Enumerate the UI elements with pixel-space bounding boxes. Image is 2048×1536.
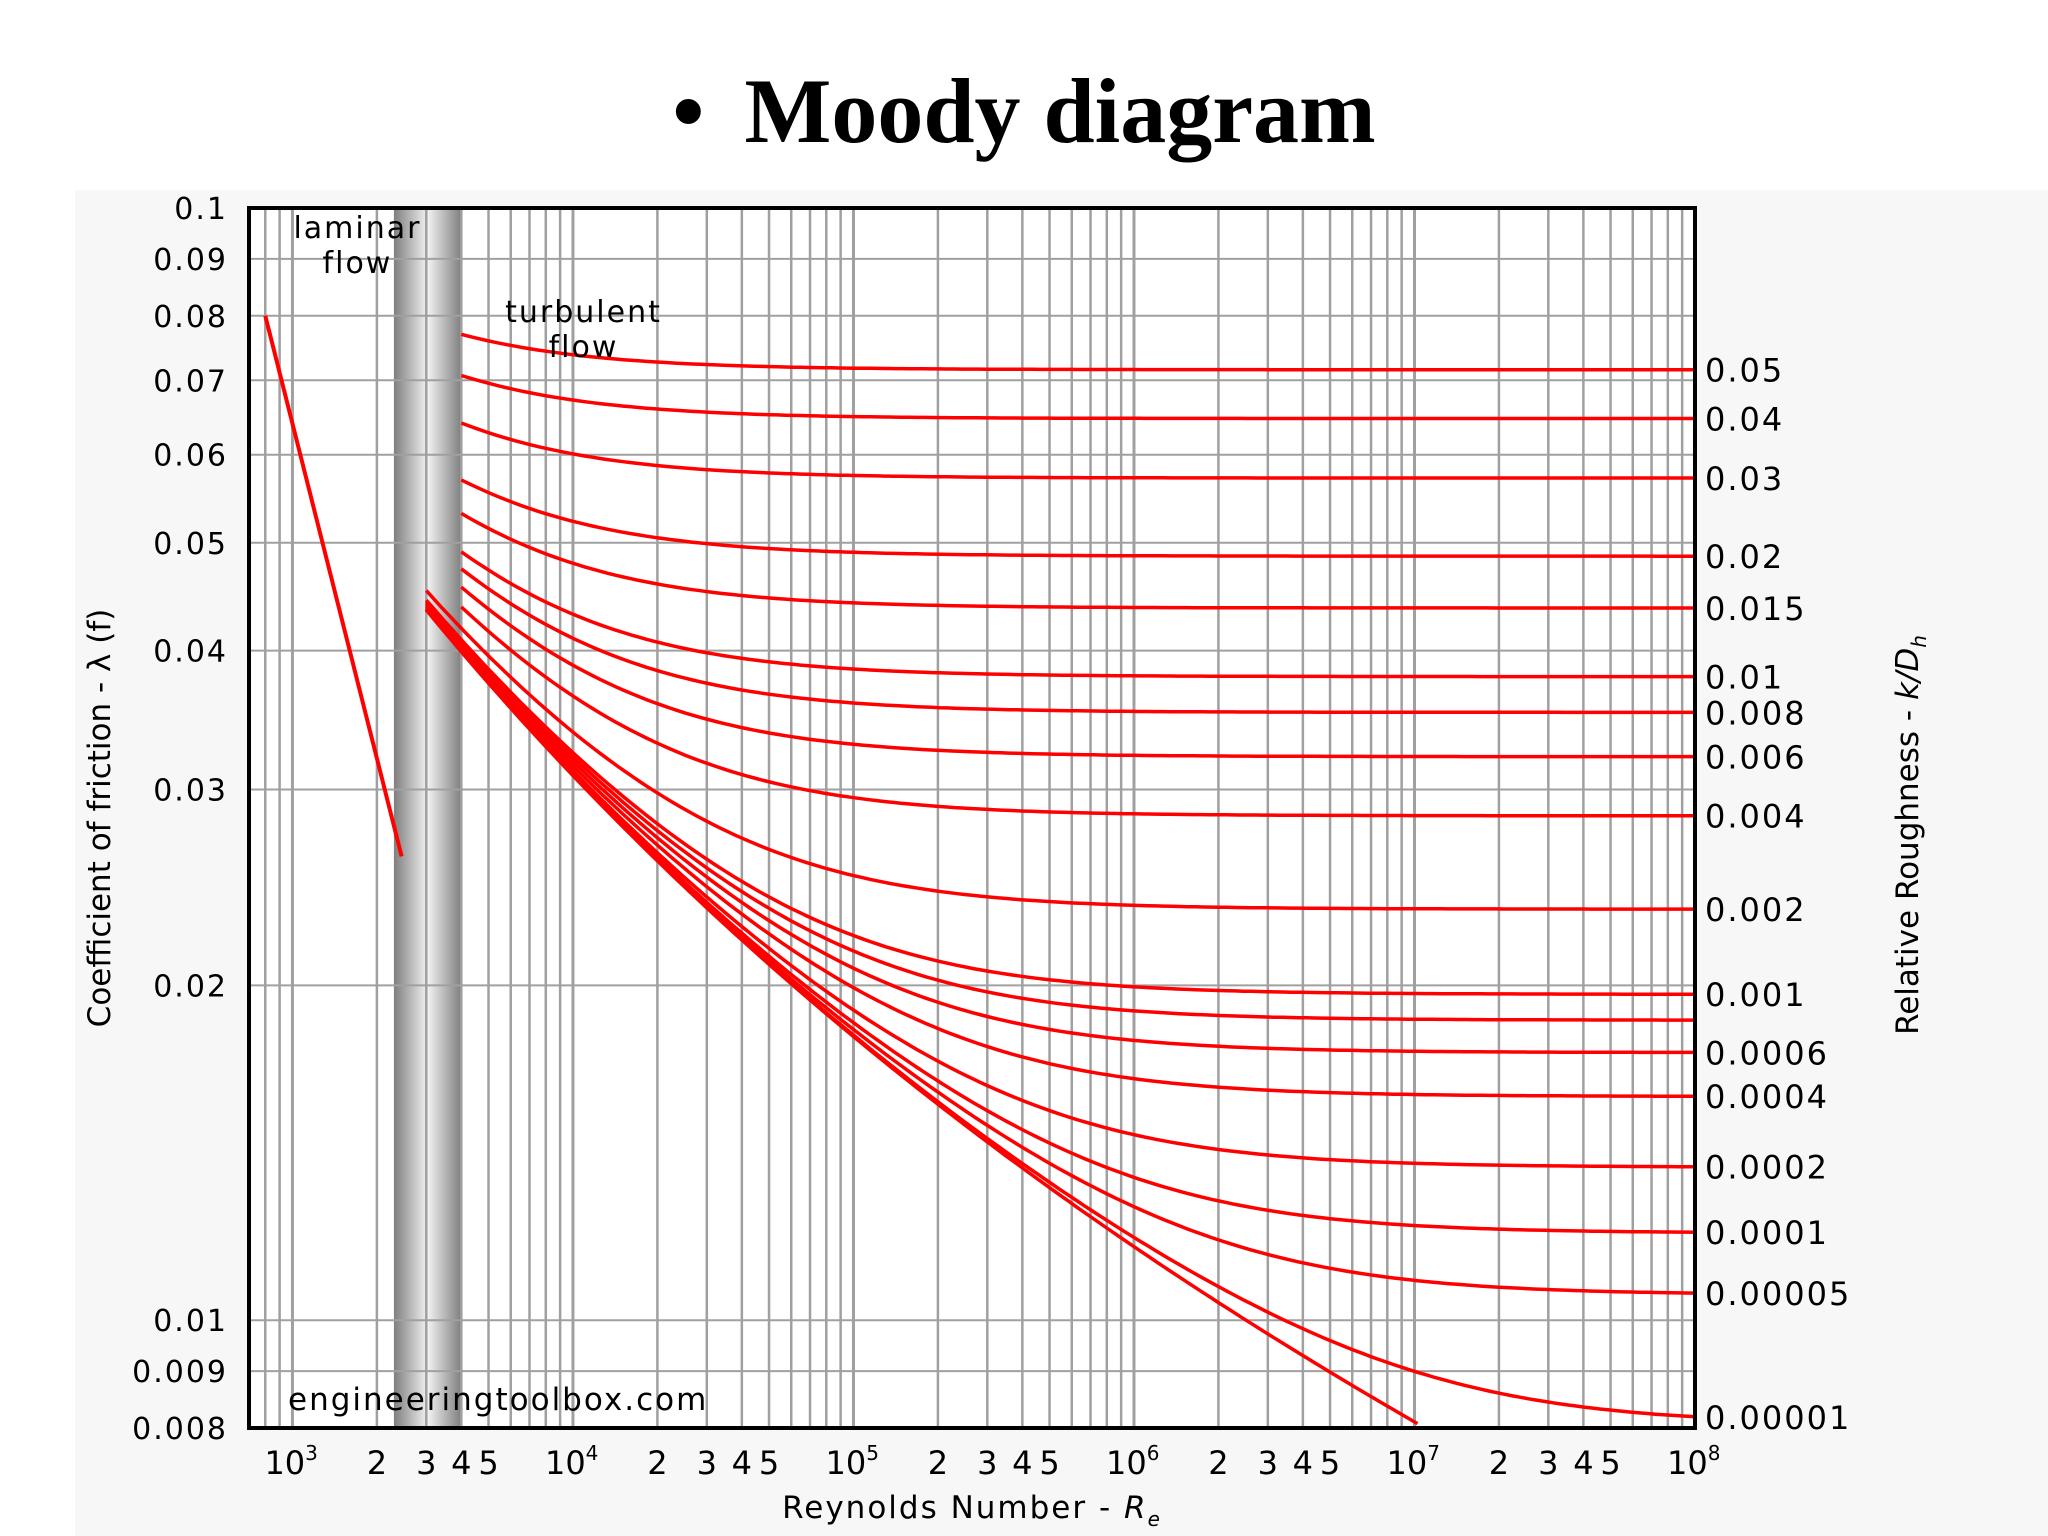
x-minor-tick-label: 4 — [1293, 1444, 1313, 1482]
curve-rr-0_015 — [460, 511, 1695, 610]
y-tick-label: 0.03 — [153, 774, 228, 809]
curve-rr-0_002 — [425, 589, 1695, 911]
x-tick-label: 108 — [1667, 1441, 1720, 1482]
curve-rr-smooth — [424, 608, 1419, 1426]
rr-label-0_00005: 0.00005 — [1705, 1275, 1851, 1313]
plot-area — [249, 208, 1695, 1428]
y-axis-title: Coefficient of friction - λ (f) — [82, 609, 118, 1028]
curve-rr-0_006 — [460, 585, 1695, 759]
curve-rr-0_0002 — [424, 606, 1695, 1169]
curve-rr-0_001 — [424, 598, 1695, 996]
x-minor-tick-label: 4 — [451, 1444, 471, 1482]
y-tick-label: 0.1 — [174, 192, 228, 227]
x-minor-tick-label: 2 — [367, 1444, 387, 1482]
x-tick-label: 107 — [1386, 1441, 1439, 1482]
laminar-flow-label: laminar — [293, 211, 421, 246]
x-minor-tick-label: 3 — [977, 1444, 997, 1482]
rr-label-0_002: 0.002 — [1705, 891, 1807, 929]
x-minor-tick-label: 2 — [647, 1444, 667, 1482]
turbulent-flow-label: flow — [549, 330, 619, 365]
y-tick-label: 0.008 — [132, 1412, 228, 1447]
curve-rr-0_0008 — [424, 600, 1695, 1022]
y-tick-label: 0.009 — [132, 1355, 228, 1390]
y2-axis-title: Relative Roughness - k/Dh — [1890, 635, 1931, 1035]
x-minor-tick-label: 4 — [732, 1444, 752, 1482]
x-minor-tick-label: 4 — [1012, 1444, 1032, 1482]
x-minor-tick-label: 2 — [1208, 1444, 1228, 1482]
turbulent-flow-label: turbulent — [505, 295, 662, 330]
y-tick-label: 0.05 — [153, 527, 228, 562]
curve-rr-0_05 — [460, 332, 1695, 372]
plot-frame — [247, 206, 1697, 1430]
curve-rr-0_0006 — [424, 602, 1695, 1055]
x-minor-tick-label: 3 — [697, 1444, 717, 1482]
rr-label-0_00001: 0.00001 — [1705, 1399, 1851, 1437]
y-tick-label: 0.07 — [153, 364, 228, 399]
y-tick-label: 0.02 — [153, 969, 228, 1004]
rr-label-0_05: 0.05 — [1705, 352, 1784, 390]
curve-rr-0_02 — [460, 478, 1695, 558]
laminar-flow-label: flow — [323, 246, 393, 281]
page-title: Moody diagram — [744, 60, 1376, 162]
slide-title: • Moody diagram — [0, 58, 2048, 164]
curve-rr-0_008 — [460, 567, 1695, 715]
y-tick-label: 0.08 — [153, 300, 228, 335]
x-minor-tick-label: 5 — [1039, 1444, 1059, 1482]
rr-label-0_008: 0.008 — [1705, 694, 1807, 732]
x-minor-tick-label: 3 — [416, 1444, 436, 1482]
curve-rr-0_03 — [460, 421, 1695, 480]
x-tick-label: 105 — [825, 1441, 878, 1482]
rr-label-0_001: 0.001 — [1705, 976, 1807, 1014]
x-minor-tick-label: 4 — [1573, 1444, 1593, 1482]
y-tick-label: 0.01 — [153, 1304, 228, 1339]
x-tick-label: 103 — [264, 1441, 317, 1482]
laminar-flow-line — [263, 315, 404, 857]
x-minor-tick-label: 5 — [478, 1444, 498, 1482]
rr-label-0_04: 0.04 — [1705, 401, 1784, 439]
x-tick-label: 104 — [545, 1441, 598, 1482]
x-minor-tick-label: 2 — [1489, 1444, 1509, 1482]
x-minor-tick-label: 5 — [759, 1444, 779, 1482]
rr-label-0_0001: 0.0001 — [1705, 1214, 1829, 1252]
transition-band — [393, 208, 462, 1428]
watermark: engineeringtoolbox.com — [288, 1382, 708, 1418]
rr-label-0_015: 0.015 — [1705, 590, 1807, 628]
x-minor-tick-label: 3 — [1258, 1444, 1278, 1482]
y-tick-label: 0.09 — [153, 243, 228, 278]
rr-label-0_02: 0.02 — [1705, 538, 1784, 576]
x-minor-tick-label: 5 — [1600, 1444, 1620, 1482]
rr-label-0_0002: 0.0002 — [1705, 1149, 1829, 1187]
curve-rr-0_04 — [460, 373, 1695, 421]
bullet: • — [672, 60, 705, 162]
x-minor-tick-label: 2 — [928, 1444, 948, 1482]
rr-label-0_004: 0.004 — [1705, 798, 1807, 836]
rr-label-0_01: 0.01 — [1705, 659, 1784, 697]
curve-rr-0_0004 — [424, 604, 1695, 1098]
curve-rr-0_004 — [460, 605, 1695, 818]
y-tick-label: 0.06 — [153, 439, 228, 474]
rr-label-0_006: 0.006 — [1705, 739, 1807, 777]
x-axis-title: Reynolds Number - Re — [782, 1490, 1162, 1531]
y-tick-label: 0.04 — [153, 635, 228, 670]
x-minor-tick-label: 5 — [1320, 1444, 1340, 1482]
x-minor-tick-label: 3 — [1538, 1444, 1558, 1482]
rr-label-0_03: 0.03 — [1705, 460, 1784, 498]
x-tick-label: 106 — [1106, 1441, 1159, 1482]
rr-label-0_0006: 0.0006 — [1705, 1034, 1829, 1072]
rr-label-0_0004: 0.0004 — [1705, 1078, 1829, 1116]
curve-rr-0_01 — [460, 550, 1695, 679]
